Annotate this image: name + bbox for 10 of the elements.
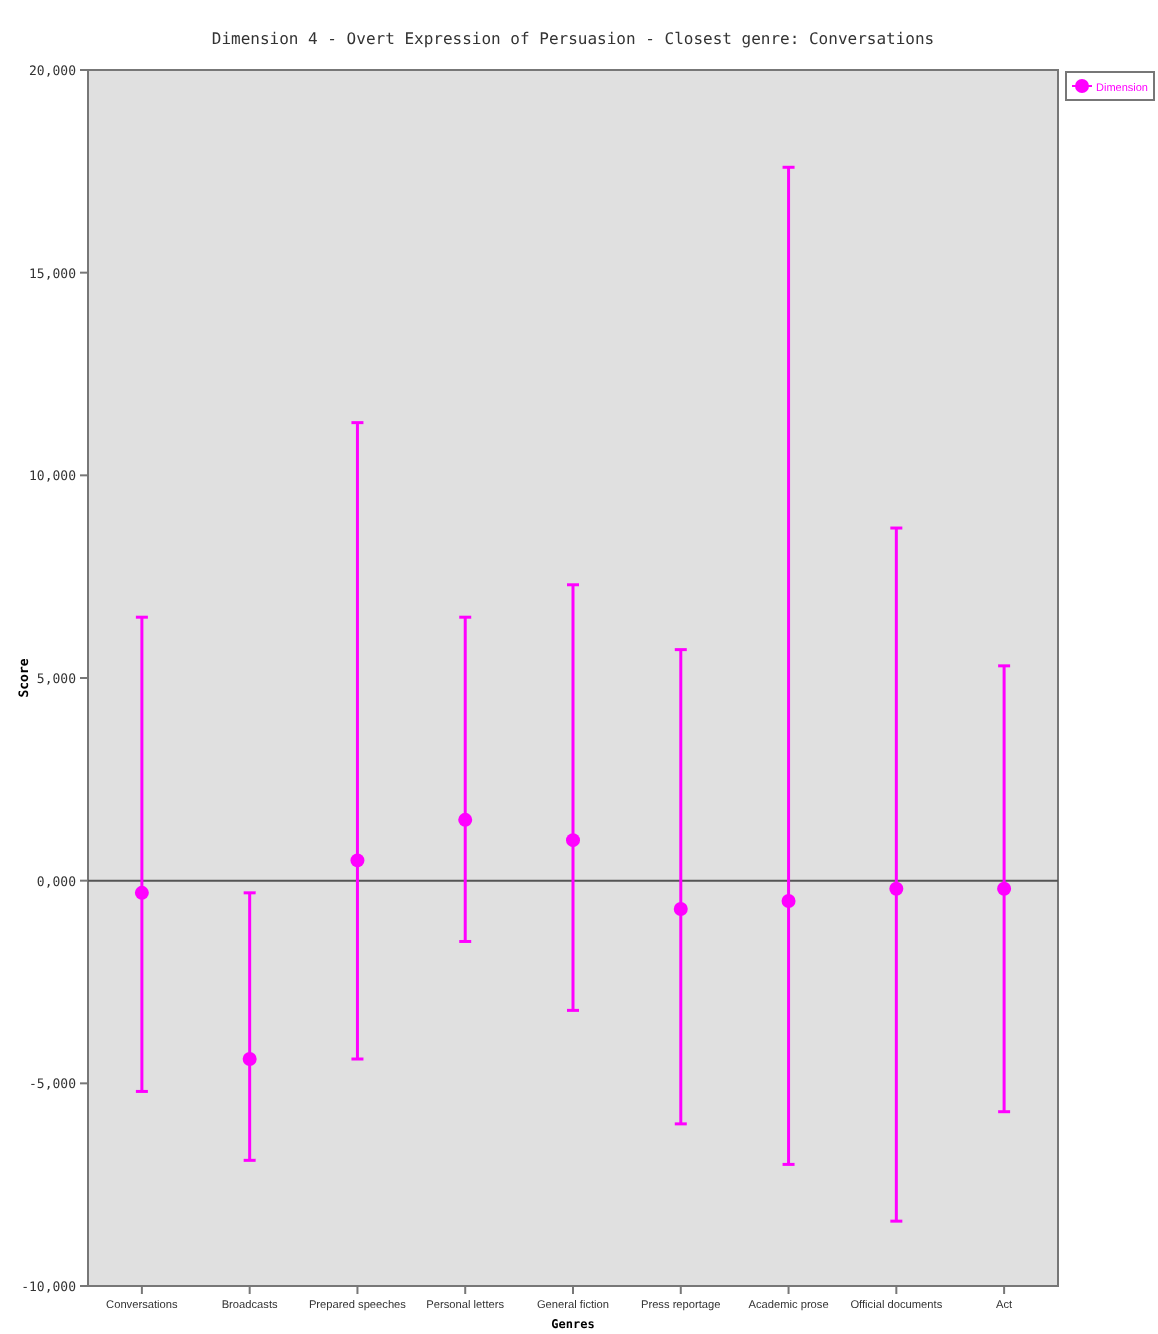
point (566, 833, 580, 848)
point (781, 893, 796, 908)
point (242, 1052, 257, 1067)
chart-title: Dimension 4 - Overt Expression of Persuasion - Closest genre: Conversations (211, 30, 935, 48)
point (889, 881, 904, 896)
point (458, 812, 473, 827)
point (350, 853, 365, 868)
point (673, 902, 688, 917)
point (134, 885, 149, 900)
point (997, 881, 1012, 896)
